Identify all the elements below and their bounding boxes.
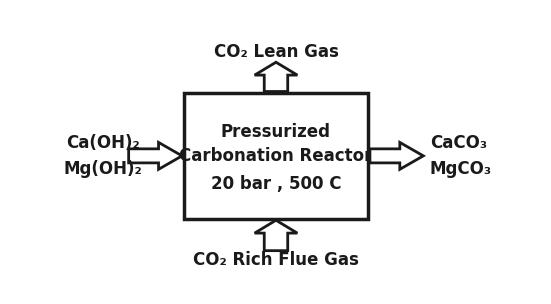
Text: CaCO₃: CaCO₃ xyxy=(430,134,487,152)
Text: CO₂ Lean Gas: CO₂ Lean Gas xyxy=(214,43,338,61)
Polygon shape xyxy=(255,62,298,92)
Text: Mg(OH)₂: Mg(OH)₂ xyxy=(64,160,142,178)
Text: 20 bar , 500 C: 20 bar , 500 C xyxy=(210,175,341,193)
Bar xyxy=(184,93,368,219)
Text: Carbonation Reactor: Carbonation Reactor xyxy=(179,147,372,165)
Polygon shape xyxy=(255,220,298,251)
Text: MgCO₃: MgCO₃ xyxy=(430,160,492,178)
Text: Pressurized: Pressurized xyxy=(221,123,331,141)
Polygon shape xyxy=(370,142,423,169)
Text: Ca(OH)₂: Ca(OH)₂ xyxy=(66,134,140,152)
Text: CO₂ Rich Flue Gas: CO₂ Rich Flue Gas xyxy=(193,251,359,269)
Polygon shape xyxy=(128,142,182,169)
